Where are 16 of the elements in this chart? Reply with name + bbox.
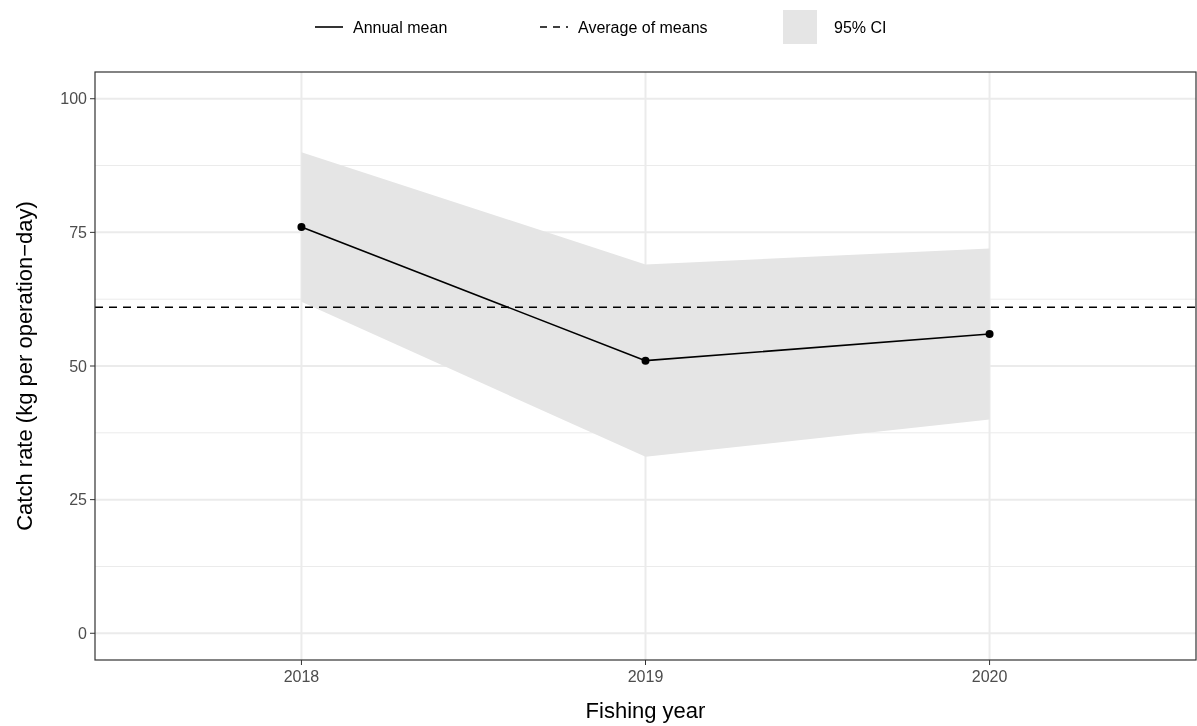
y-tick-label: 50 — [69, 357, 88, 375]
y-axis-title: Catch rate (kg per operation−day) — [12, 201, 37, 531]
x-tick-label: 2018 — [283, 668, 320, 685]
y-tick-label: 25 — [69, 491, 88, 509]
legend-label: Annual mean — [353, 18, 448, 36]
text: 95% CI — [834, 18, 887, 36]
y-tick-label: 0 — [78, 624, 88, 642]
point — [985, 329, 994, 338]
point — [297, 223, 306, 232]
y-tick-label: 100 — [60, 90, 88, 108]
y-tick-label: 75 — [69, 223, 88, 241]
x-axis-title: Fishing year — [585, 698, 706, 723]
legend-label: Average of means — [578, 18, 708, 36]
x-tick-label: 2020 — [971, 668, 1008, 685]
point — [641, 356, 650, 365]
x-tick-label: 2019 — [627, 668, 664, 685]
